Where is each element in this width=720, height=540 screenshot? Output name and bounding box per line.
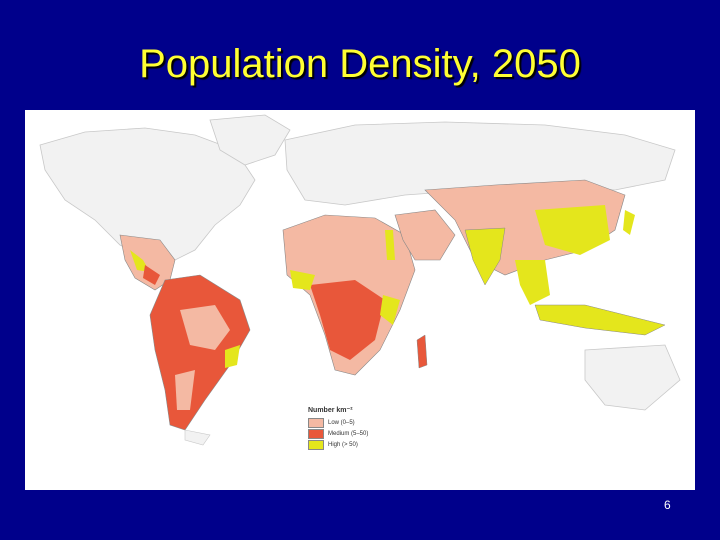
slide-title: Population Density, 2050 (139, 42, 581, 86)
legend-label-high: High (> 50) (328, 441, 358, 448)
china-high (535, 205, 610, 255)
world-map-panel: Number km⁻² Low (0–5) Medium (5–50) High… (25, 110, 695, 490)
legend-swatch-low (308, 417, 324, 428)
legend-swatch-medium (308, 428, 324, 439)
central-america-land (119, 234, 176, 291)
australia-land (584, 344, 681, 411)
se-asia-high (515, 260, 550, 305)
africa-high-nile (385, 230, 395, 260)
north-america-land (39, 127, 256, 261)
page-number: 6 (664, 498, 671, 512)
indonesia-land (534, 304, 666, 336)
india-high (464, 227, 506, 286)
legend-title: Number km⁻² (308, 407, 353, 414)
legend-swatch-high (308, 439, 324, 450)
south-america-land (149, 274, 251, 431)
africa-medium (310, 280, 385, 360)
africa-high-west (290, 270, 315, 290)
legend-item-low: Low (0–5) (308, 417, 368, 428)
world-map (39, 114, 681, 446)
south-america-high (225, 345, 240, 368)
antarctic-strip (184, 429, 211, 446)
greenland-land (209, 114, 291, 166)
legend-item-high: High (> 50) (308, 439, 368, 450)
south-america-low (180, 305, 230, 350)
legend-label-medium: Medium (5–50) (328, 430, 369, 437)
legend-label-low: Low (0–5) (328, 419, 355, 426)
madagascar-land (416, 334, 428, 369)
south-america-low-2 (175, 370, 195, 410)
africa-high-east (380, 295, 400, 325)
legend-item-medium: Medium (5–50) (308, 428, 368, 439)
japan-high (623, 210, 635, 235)
central-america-medium (143, 265, 160, 285)
map-legend: Number km⁻² Low (0–5) Medium (5–50) High… (308, 406, 368, 450)
middle-east-land (394, 209, 456, 261)
